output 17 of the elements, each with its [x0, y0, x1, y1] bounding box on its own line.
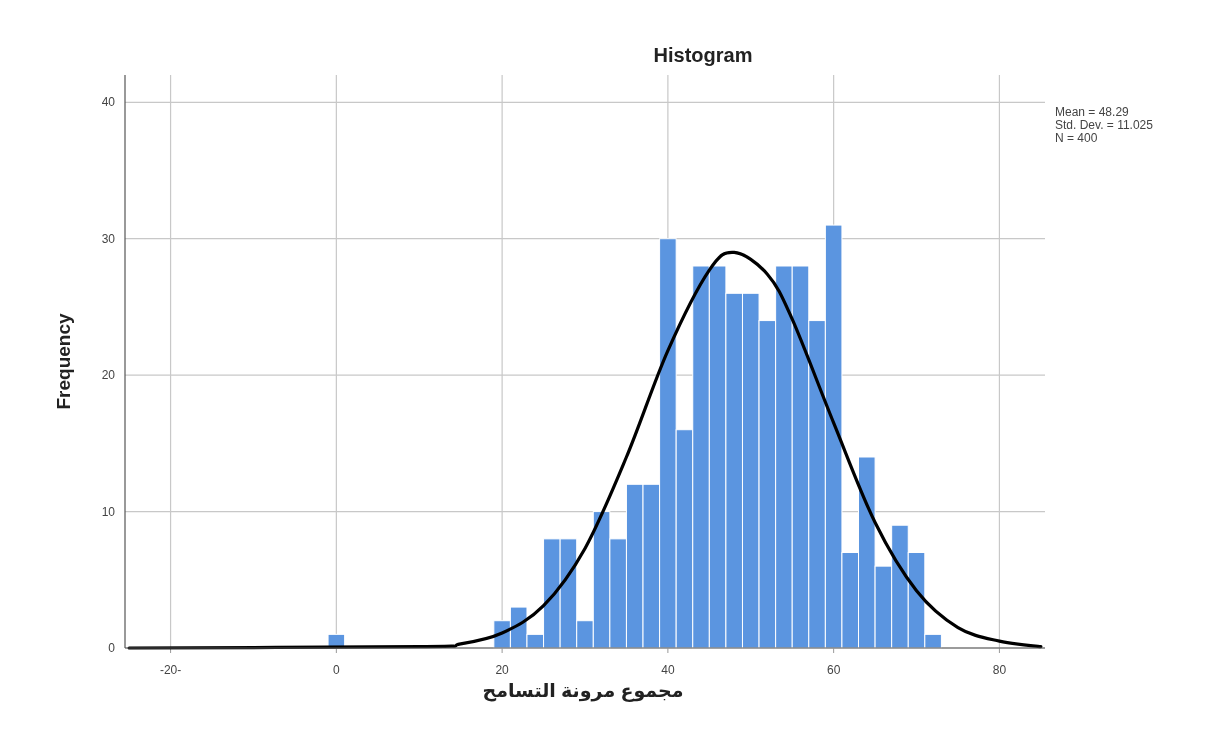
x-tick-label: 20 — [495, 663, 510, 677]
y-axis-title: Frequency — [53, 313, 74, 410]
y-tick-label: 20 — [101, 368, 116, 383]
y-tick-label: 30 — [101, 231, 116, 246]
y-tick-label: 40 — [101, 95, 116, 110]
x-tick-label: 40 — [661, 663, 675, 677]
x-tick-label: 60 — [826, 663, 841, 677]
y-tick-label: 0 — [108, 641, 116, 655]
x-tick-label: 0 — [333, 663, 341, 677]
x-axis-title: مجموع مرونة التسامح — [482, 680, 684, 702]
text: Std. Dev. = 11.025 — [1055, 118, 1154, 132]
x-tick-label: 80 — [992, 663, 1007, 677]
text: N = 400 — [1055, 131, 1098, 145]
x-tick-label: -20- — [159, 663, 182, 677]
y-tick-label: 10 — [101, 504, 116, 519]
text: Mean = 48.29 — [1055, 105, 1130, 119]
chart-title: Histogram — [653, 44, 753, 66]
